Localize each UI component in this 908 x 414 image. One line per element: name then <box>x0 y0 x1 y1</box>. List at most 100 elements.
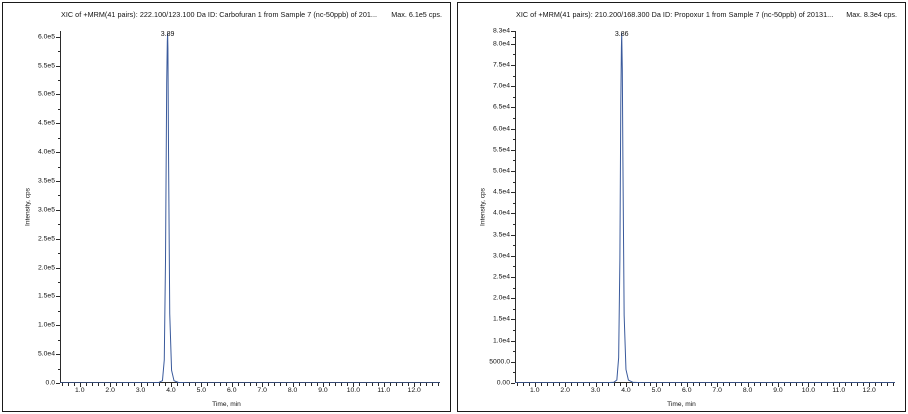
y-axis-tick <box>511 255 515 257</box>
x-axis-tick-label: 12.0 <box>407 387 421 394</box>
y-axis-tick-label: 5.0e5 <box>37 90 55 98</box>
y-axis-tick <box>511 319 515 321</box>
x-axis-minor-tick <box>753 383 755 386</box>
x-axis-minor-tick <box>540 383 542 386</box>
y-axis-minor-tick <box>512 139 515 141</box>
y-axis-title-propoxur: Intensity, cps <box>479 188 487 226</box>
x-axis-tick-label: 5.0 <box>651 387 662 394</box>
y-axis-tick-label: 5.5e4 <box>492 146 510 154</box>
y-axis-tick <box>56 209 60 211</box>
x-axis-minor-tick <box>134 383 136 386</box>
y-axis-title-carbofuran: Intensity, cps <box>24 188 32 226</box>
y-axis-tick-label: 6.5e4 <box>492 103 510 111</box>
y-axis-tick <box>511 298 515 300</box>
x-axis-minor-tick <box>850 383 852 386</box>
y-axis-tick <box>511 149 515 151</box>
x-axis-minor-tick <box>759 383 761 386</box>
y-axis-tick-label: 5.5e5 <box>37 62 55 70</box>
x-axis-tick <box>838 383 840 387</box>
y-axis-minor-tick <box>512 287 515 289</box>
y-axis-tick <box>56 94 60 96</box>
x-axis-minor-tick <box>237 383 239 386</box>
x-axis-minor-tick <box>310 383 312 386</box>
y-axis-minor-tick <box>512 245 515 247</box>
y-axis-minor-tick <box>57 224 60 226</box>
x-axis-minor-tick <box>814 383 816 386</box>
y-axis-tick <box>511 276 515 278</box>
x-axis-minor-tick <box>650 383 652 386</box>
y-axis-tick <box>511 340 515 342</box>
x-axis-minor-tick <box>826 383 828 386</box>
x-axis-minor-tick <box>771 383 773 386</box>
x-axis-minor-tick <box>85 383 87 386</box>
y-axis-minor-tick <box>57 253 60 255</box>
y-axis-tick-label: 6.0e5 <box>37 33 55 41</box>
y-axis-minor-tick <box>512 96 515 98</box>
x-axis-minor-tick <box>341 383 343 386</box>
x-axis-tick-label: 11.0 <box>832 387 846 394</box>
y-axis-minor-tick <box>57 108 60 110</box>
x-axis-tick-label: 12.0 <box>862 387 876 394</box>
x-axis-minor-tick <box>844 383 846 386</box>
x-axis-minor-tick <box>613 383 615 386</box>
y-axis-tick-label: 1.0e5 <box>37 321 55 329</box>
plot-area-carbofuran[interactable]: 3.89 0.0 5.0e4 1.0e5 1.5e5 2.0e5 2.5e5 3.0e5 3.… <box>38 31 440 394</box>
y-axis-line <box>515 31 516 383</box>
y-axis-tick-label: 3.5e5 <box>37 177 55 185</box>
x-axis-minor-tick <box>104 383 106 386</box>
x-axis-minor-tick <box>607 383 609 386</box>
x-axis-minor-tick <box>274 383 276 386</box>
x-axis-tick-label: 10.0 <box>346 387 360 394</box>
x-axis-minor-tick <box>765 383 767 386</box>
panel-propoxur[interactable]: XIC of +MRM(41 pairs): 210.200/168.300 D… <box>457 2 906 412</box>
panel-title-carbofuran: XIC of +MRM(41 pairs): 222.100/123.100 D… <box>61 9 378 19</box>
y-axis-minor-tick <box>512 351 515 353</box>
x-axis-tick-label: 9.0 <box>773 387 783 394</box>
x-axis-minor-tick <box>219 383 221 386</box>
x-axis-tick-label: 6.0 <box>682 387 692 394</box>
y-axis-tick-label: 1.0e4 <box>492 337 510 345</box>
y-axis-tick-label: 8.3e4 <box>492 27 510 35</box>
y-axis-tick-label: 0.0 <box>45 379 55 387</box>
y-axis-minor-tick <box>57 310 60 312</box>
x-axis-tick-label: 2.0 <box>560 387 570 394</box>
x-axis-minor-tick <box>73 383 75 386</box>
x-axis-minor-tick <box>571 383 573 386</box>
x-axis-tick-label: 2.0 <box>105 387 115 394</box>
panel-carbofuran[interactable]: XIC of +MRM(41 pairs): 222.100/123.100 D… <box>2 2 451 412</box>
x-axis-tick-label: 8.0 <box>742 387 753 394</box>
x-axis-minor-tick <box>128 383 130 386</box>
y-axis-tick-label: 3.0e4 <box>492 252 510 260</box>
y-axis-tick <box>56 267 60 269</box>
y-axis-tick <box>56 152 60 154</box>
x-axis-minor-tick <box>735 383 737 386</box>
y-axis-tick <box>56 238 60 240</box>
x-axis-tick <box>747 383 749 387</box>
y-axis-tick-label: 5.0e4 <box>492 167 510 175</box>
y-axis-tick <box>56 383 60 384</box>
x-axis-minor-tick <box>729 383 731 386</box>
y-axis-tick-label: 2.5e4 <box>492 273 510 281</box>
x-axis-tick-label: 7.0 <box>257 387 267 394</box>
y-axis-tick <box>511 86 515 88</box>
x-axis-tick <box>110 383 112 387</box>
x-axis-minor-tick <box>522 383 524 386</box>
y-axis-minor-tick <box>512 117 515 119</box>
x-axis-tick <box>869 383 871 387</box>
x-axis-tick <box>201 383 203 387</box>
x-axis-minor-tick <box>183 383 185 386</box>
x-axis-tick-label: 5.0 <box>196 387 207 394</box>
x-axis-minor-tick <box>402 383 403 386</box>
y-axis-minor-tick <box>512 266 515 268</box>
plot-area-propoxur[interactable]: 3.86 0.00 5000.0 1.0e4 1.5e4 2.0e4 2.5e4 3.0e4… <box>489 28 895 394</box>
x-axis-minor-tick <box>158 383 160 386</box>
panel-max-carbofuran: Max. 6.1e5 cps. <box>391 9 442 19</box>
x-axis-minor-tick <box>116 383 118 386</box>
x-axis-minor-tick <box>619 383 621 386</box>
x-axis-minor-tick <box>316 383 318 386</box>
x-axis-minor-tick <box>304 383 306 386</box>
y-axis-tick <box>511 64 515 66</box>
x-axis-minor-tick <box>680 383 682 386</box>
x-axis-minor-tick <box>863 383 865 386</box>
x-axis-tick-label: 1.0 <box>75 387 85 394</box>
